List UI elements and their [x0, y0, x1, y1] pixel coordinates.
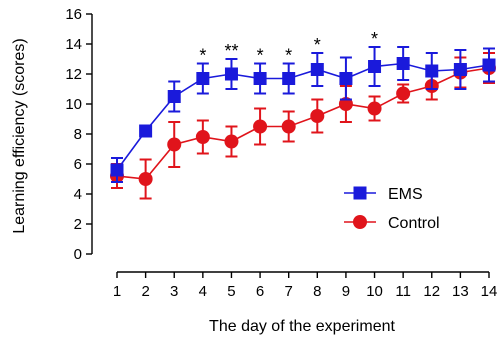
legend-label: EMS — [388, 186, 423, 203]
x-tick-label: 8 — [313, 283, 321, 300]
y-tick-label: 10 — [65, 96, 82, 113]
x-tick-label: 9 — [342, 283, 350, 300]
significance-marker: * — [371, 29, 378, 49]
data-point-square — [368, 60, 382, 73]
legend-label: Control — [388, 215, 440, 232]
x-tick-label: 7 — [285, 283, 293, 300]
data-point-square — [396, 57, 410, 70]
y-axis-label: Learning efficiency (scores) — [11, 38, 28, 233]
y-tick-label: 6 — [74, 156, 82, 173]
legend-marker-square — [353, 186, 367, 200]
x-tick-label: 1 — [113, 283, 121, 300]
y-tick-label: 16 — [65, 6, 82, 23]
significance-marker: ** — [224, 41, 238, 61]
series-ems — [110, 46, 496, 183]
x-tick-label: 13 — [452, 283, 469, 300]
significance-marker: * — [285, 46, 292, 66]
data-point-circle — [195, 130, 210, 144]
data-point-square — [139, 124, 153, 138]
data-point-circle — [281, 119, 296, 134]
legend: EMS Control — [344, 186, 440, 232]
x-axis-label: The day of the experiment — [209, 318, 395, 335]
data-point-square — [110, 163, 124, 177]
data-point-circle — [396, 86, 411, 101]
x-tick-label: 6 — [256, 283, 264, 300]
legend-marker-circle — [353, 215, 367, 229]
data-point-circle — [167, 137, 182, 152]
data-point-square — [196, 72, 210, 85]
x-tick-label: 4 — [199, 283, 207, 300]
significance-marker: * — [257, 46, 264, 66]
data-point-square — [224, 67, 238, 81]
significance-annotations: * ** * ** * — [199, 29, 378, 66]
y-tick-label: 2 — [74, 216, 82, 233]
legend-item-ems: EMS — [344, 186, 423, 203]
data-point-square — [282, 72, 296, 85]
y-tick-label: 8 — [74, 126, 82, 143]
series-layer — [110, 46, 496, 200]
x-tick-label: 14 — [481, 283, 498, 300]
data-point-square — [482, 58, 496, 72]
y-tick-label: 4 — [74, 186, 82, 203]
x-tick-label: 5 — [227, 283, 235, 300]
x-tick-label: 12 — [423, 283, 440, 300]
data-point-square — [425, 64, 439, 78]
y-tick-label: 0 — [74, 246, 82, 263]
data-point-square — [339, 72, 353, 85]
y-tick-label: 12 — [65, 66, 82, 83]
data-point-square — [167, 90, 181, 103]
data-point-square — [453, 63, 467, 76]
data-point-square — [310, 63, 324, 76]
x-tick-label: 10 — [366, 283, 383, 300]
data-point-circle — [138, 172, 153, 186]
data-point-circle — [367, 101, 382, 116]
data-point-square — [253, 72, 267, 85]
y-tick-label: 14 — [65, 36, 82, 53]
x-tick-label: 3 — [170, 283, 178, 300]
significance-marker: * — [314, 35, 321, 55]
legend-item-control: Control — [344, 215, 440, 232]
data-point-circle — [224, 134, 239, 149]
significance-marker: * — [199, 46, 206, 66]
data-point-circle — [310, 109, 325, 123]
x-tick-label: 2 — [141, 283, 149, 300]
x-tick-label: 11 — [395, 283, 411, 300]
data-point-circle — [253, 119, 268, 134]
